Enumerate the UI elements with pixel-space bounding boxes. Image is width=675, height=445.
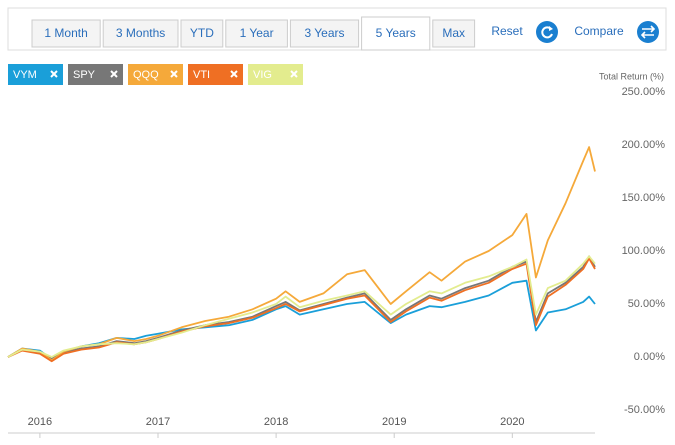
x-tick-label: 2019 (382, 416, 406, 428)
range-tab-label[interactable]: YTD (190, 26, 214, 40)
y-tick-label: 200.00% (622, 139, 666, 151)
range-tab[interactable] (361, 16, 431, 51)
legend-chip[interactable] (188, 64, 243, 85)
x-tick-label: 2016 (28, 416, 52, 428)
y-tick-label: -50.00% (624, 404, 665, 416)
reset-button[interactable]: Reset (491, 24, 523, 38)
legend-label[interactable]: VTI (193, 69, 210, 81)
legend-chip[interactable] (8, 64, 63, 85)
legend-remove[interactable] (110, 70, 118, 78)
range-tab[interactable] (31, 19, 101, 48)
range-tab-label[interactable]: 3 Months (116, 26, 165, 40)
compare-icon[interactable] (637, 21, 659, 43)
x-tick-label: 2020 (500, 416, 524, 428)
legend-label[interactable]: SPY (73, 69, 96, 81)
range-tab[interactable] (102, 19, 179, 48)
range-tab-label[interactable]: 1 Month (44, 26, 87, 40)
y-tick-label: 250.00% (622, 86, 666, 98)
x-tick-label: 2018 (264, 416, 288, 428)
legend-chip[interactable] (68, 64, 123, 85)
legend-chip[interactable] (128, 64, 183, 85)
y-tick-label: 100.00% (622, 245, 666, 257)
range-tab[interactable] (225, 19, 288, 48)
range-tab[interactable] (180, 19, 224, 48)
reset-icon[interactable] (536, 21, 558, 43)
legend-label[interactable]: VIG (253, 69, 272, 81)
legend-remove[interactable] (170, 70, 178, 78)
range-tab-label[interactable]: 1 Year (240, 26, 274, 40)
range-tab-label[interactable]: Max (442, 26, 465, 40)
range-tab-label[interactable]: 5 Years (376, 26, 416, 40)
legend-remove[interactable] (290, 70, 298, 78)
series-line (7, 257, 596, 363)
legend-chip[interactable] (248, 64, 303, 85)
range-tab[interactable] (289, 19, 360, 48)
legend-remove[interactable] (50, 70, 58, 78)
y-tick-label: 0.00% (634, 351, 665, 363)
x-tick-label: 2017 (146, 416, 170, 428)
y-tick-label: 150.00% (622, 192, 666, 204)
series-line (7, 255, 596, 358)
legend-label[interactable]: VYM (13, 69, 37, 81)
y-axis-label: Total Return (%) (599, 71, 664, 81)
series-line (7, 146, 596, 362)
range-tab[interactable] (432, 19, 476, 48)
compare-button[interactable]: Compare (574, 24, 624, 38)
y-tick-label: 50.00% (628, 298, 666, 310)
range-tab-label[interactable]: 3 Years (304, 26, 344, 40)
legend-remove[interactable] (230, 70, 238, 78)
legend-label[interactable]: QQQ (133, 69, 159, 81)
